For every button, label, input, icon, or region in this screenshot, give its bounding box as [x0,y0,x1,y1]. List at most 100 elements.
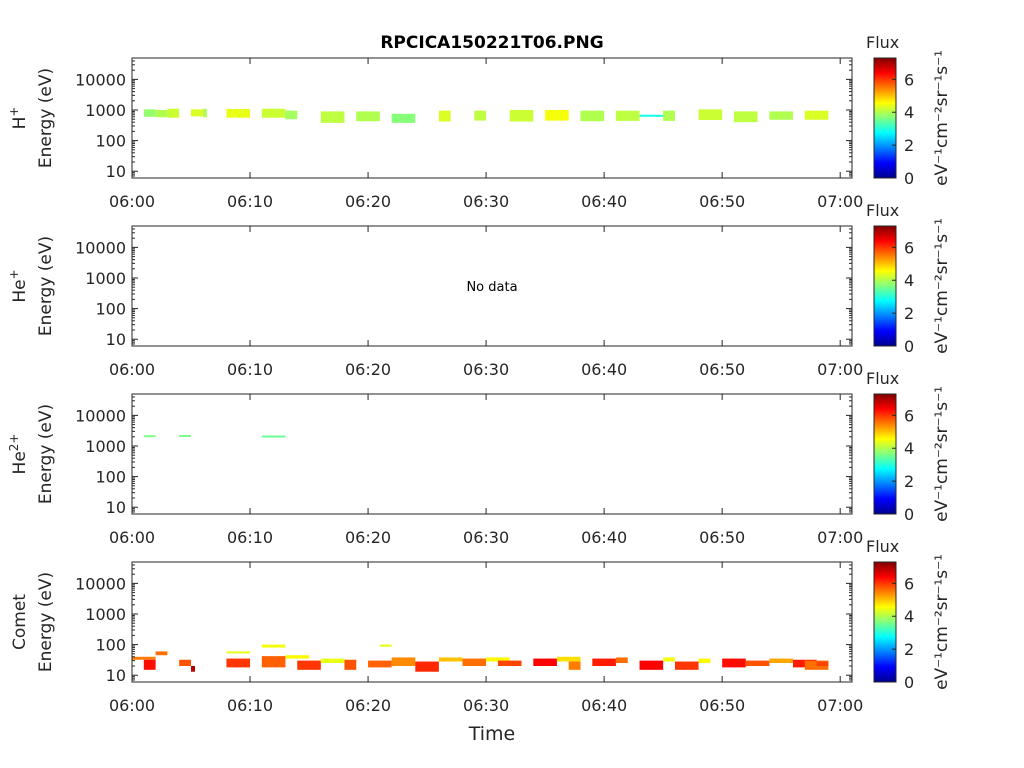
x-tick-label: 07:00 [817,696,863,715]
colorbar-tick-label: 2 [904,136,914,155]
colorbar-tick-label: 6 [904,238,914,257]
flux-cell [486,657,510,662]
flux-cell [391,113,416,123]
x-tick-label: 06:00 [109,360,155,379]
axes-frame [131,57,853,179]
x-tick-label: 06:00 [109,192,155,211]
flux-cell [816,661,829,666]
flux-cell [415,661,439,672]
colorbar-title: Flux [866,201,899,220]
flux-cell [568,661,581,670]
colorbar-title: Flux [866,33,899,52]
flux-cell [226,651,251,654]
y-tick-label: 10 [106,162,126,181]
flux-cell [226,658,251,668]
colorbar-tick-label: 0 [904,505,914,524]
colorbar-tick-label: 0 [904,169,914,188]
flux-cell [663,110,675,121]
flux-cell [698,658,711,664]
flux-cell [615,657,628,664]
colorbar: Flux 0 2 4 6 eV⁻¹cm⁻²sr⁻¹s⁻¹ [866,369,952,524]
axes-frame [131,561,853,683]
flux-cell [155,109,168,118]
y-tick-label: 100 [95,468,126,487]
y-tick-label: 10000 [75,238,126,257]
y-tick-label: 1000 [85,269,126,288]
species-label: He2+ [7,434,30,475]
colorbar-tick-label: 4 [904,271,914,290]
species-label: H+ [7,107,30,130]
flux-cell [167,108,180,118]
flux-cell [438,110,451,122]
flux-cell [745,660,770,666]
flux-cell [155,651,168,656]
x-tick-label: 07:00 [817,360,863,379]
colorbar-unit-label: eV⁻¹cm⁻²sr⁻¹s⁻¹ [932,554,952,690]
y-tick-label: 100 [95,636,126,655]
x-tick-label: 06:10 [227,696,273,715]
colorbar: Flux 0 2 4 6 eV⁻¹cm⁻²sr⁻¹s⁻¹ [866,33,952,188]
colorbar: Flux 0 2 4 6 eV⁻¹cm⁻²sr⁻¹s⁻¹ [866,201,952,356]
flux-cell [580,110,605,122]
y-tick-label: 10000 [75,406,126,425]
colorbar-tick-label: 4 [904,439,914,458]
x-tick-label: 06:40 [581,528,627,547]
y-tick-label: 10 [106,666,126,685]
colorbar-title: Flux [866,369,899,388]
panel-3: 10 100 1000 10000 06:00 06:10 06:20 06:30 06:40 0… [7,393,863,547]
colorbar-tick-label: 6 [904,406,914,425]
flux-cell [191,109,203,117]
x-tick-label: 06:20 [345,192,391,211]
figure-title: RPCICA150221T06.PNG [380,33,603,53]
flux-cell [202,108,207,118]
flux-cell [285,655,310,659]
flux-cell [438,657,463,662]
flux-cell [533,658,557,666]
flux-cell [143,109,156,117]
colorbar-unit-label: eV⁻¹cm⁻²sr⁻¹s⁻¹ [932,386,952,522]
flux-cell [297,660,321,670]
colorbar-unit-label: eV⁻¹cm⁻²sr⁻¹s⁻¹ [932,218,952,354]
x-tick-label: 06:20 [345,528,391,547]
flux-cell [615,110,640,121]
flux-cell [722,658,746,668]
x-tick-label: 06:00 [109,696,155,715]
y-axis-label: Energy (eV) [36,572,56,672]
y-tick-label: 100 [95,300,126,319]
colorbar-tick-label: 2 [904,304,914,323]
colorbar-tick-label: 4 [904,607,914,626]
x-tick-label: 06:10 [227,192,273,211]
colorbar-title: Flux [866,537,899,556]
flux-cell [769,111,793,120]
flux-cell [261,644,286,648]
flux-cell [663,657,675,662]
y-tick-label: 1000 [85,101,126,120]
flux-cell [132,656,156,660]
flux-cell [179,434,192,437]
flux-cell [191,665,196,672]
flux-cell [462,658,487,666]
y-tick-label: 1000 [85,437,126,456]
colorbar: Flux 0 2 4 6 eV⁻¹cm⁻²sr⁻¹s⁻¹ [866,537,952,692]
flux-cell [769,658,793,664]
colorbar-tick-label: 4 [904,103,914,122]
flux-cell [674,661,699,670]
x-tick-label: 06:00 [109,528,155,547]
y-tick-label: 10000 [75,574,126,593]
flux-cell [545,109,569,121]
y-tick-label: 10 [106,330,126,349]
y-axis-label: Energy (eV) [36,68,56,168]
colorbar-unit-label: eV⁻¹cm⁻²sr⁻¹s⁻¹ [932,50,952,186]
x-tick-label: 06:30 [463,360,509,379]
x-tick-label: 06:40 [581,192,627,211]
y-tick-label: 100 [95,132,126,151]
x-tick-label: 06:50 [699,528,745,547]
flux-cell [391,657,416,666]
no-data-label: No data [466,280,517,295]
x-tick-label: 06:40 [581,696,627,715]
flux-cell [261,656,286,668]
x-tick-label: 06:50 [699,360,745,379]
flux-cell [285,110,298,120]
flux-cell [261,435,286,438]
